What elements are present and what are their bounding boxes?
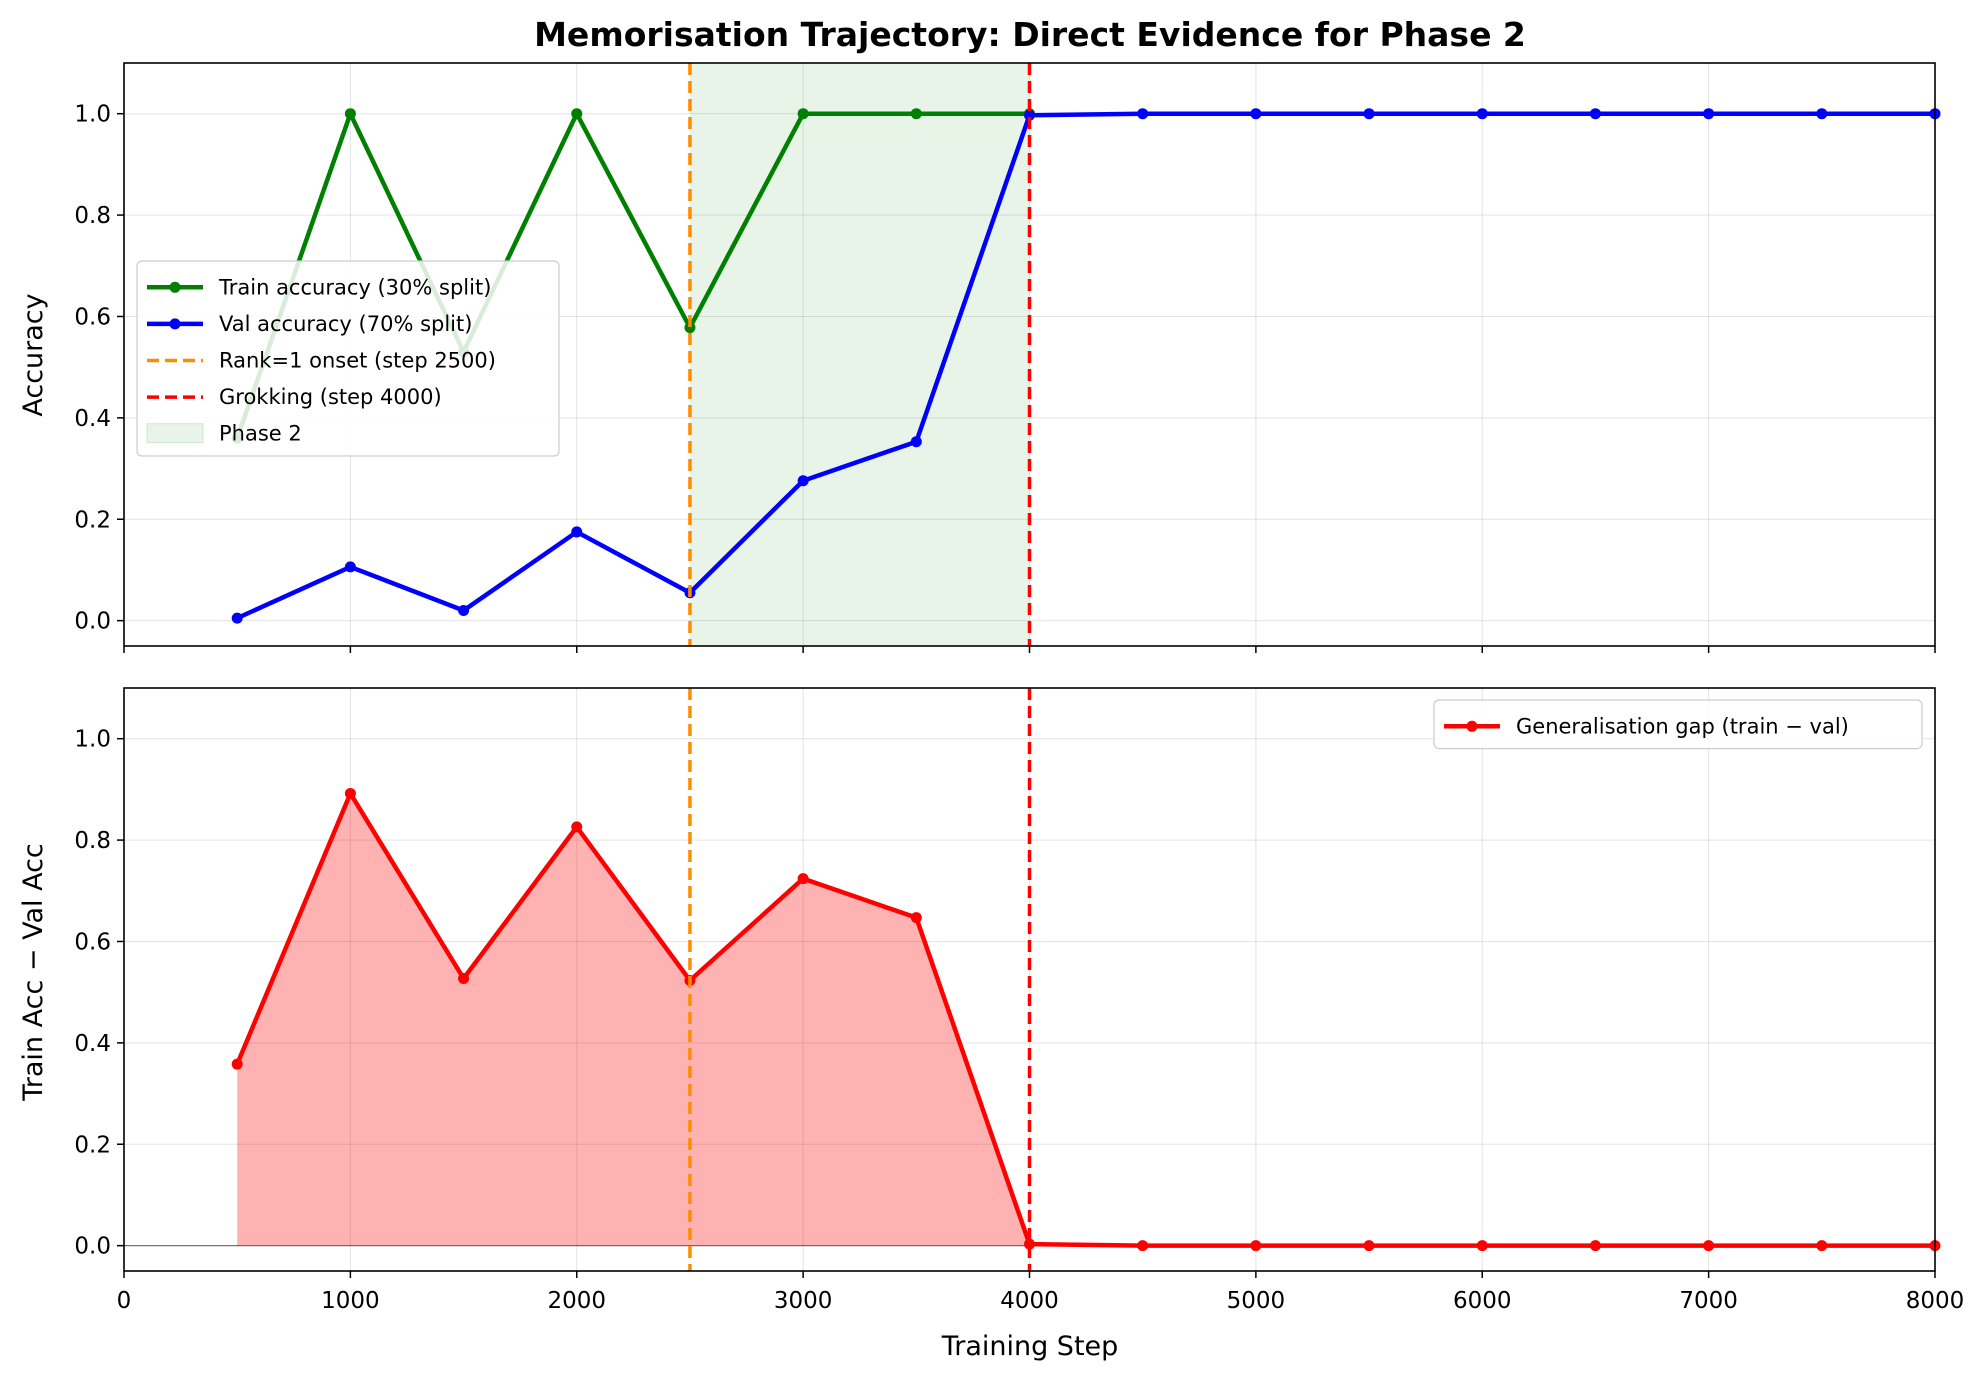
series-line-1 (236, 111, 1935, 621)
x-tick-label: 8000 (1906, 1288, 1965, 1314)
x-tick-label: 7000 (1679, 1288, 1738, 1314)
y-tick-label: 0.8 (74, 828, 111, 854)
data-point (571, 526, 583, 538)
y-tick-label: 0.8 (74, 203, 111, 229)
data-point (1137, 108, 1149, 120)
legend-marker (169, 281, 181, 293)
data-point (1476, 1240, 1488, 1252)
x-tick-label: 3000 (774, 1288, 833, 1314)
legend-handle (146, 423, 204, 444)
legend-label: Train accuracy (30% split) (218, 275, 491, 299)
data-point (1703, 108, 1715, 120)
legend-box (1433, 699, 1923, 750)
data-point (458, 972, 470, 984)
y-tick-label: 0.0 (74, 1234, 111, 1260)
data-point (231, 612, 243, 624)
y-tick-label: 0.2 (74, 1132, 111, 1158)
y-tick-label: 1.0 (74, 102, 111, 128)
data-point (1703, 1240, 1715, 1252)
legend-box (136, 260, 560, 457)
x-tick-label: 5000 (1227, 1288, 1286, 1314)
chart-title: Memorisation Trajectory: Direct Evidence… (534, 15, 1526, 54)
y-tick-label: 0.0 (74, 609, 111, 635)
y-tick-label: 0.6 (74, 929, 111, 955)
phase-2-region (689, 63, 1030, 646)
y-tick-label: 0.6 (74, 304, 111, 330)
data-point (910, 436, 922, 448)
x-axis-label: Training Step (941, 1331, 1119, 1362)
y-tick-label: 0.4 (74, 1031, 111, 1057)
y-tick-label: 0.4 (74, 406, 111, 432)
data-point (910, 912, 922, 924)
x-tick-label: 4000 (1000, 1288, 1059, 1314)
legend-label: Val accuracy (70% split) (219, 312, 472, 336)
series-line-0 (235, 791, 1935, 1248)
data-point (1137, 1240, 1149, 1252)
data-point (1024, 1238, 1035, 1250)
legend-marker (169, 318, 181, 330)
y-tick-label: 0.2 (74, 507, 111, 533)
data-point (1589, 108, 1601, 120)
data-point (684, 322, 696, 334)
data-point (458, 605, 470, 617)
bottom-panel: 0.0 0.2 0.4 0.6 0.8 1.0 0 1000 2000 3000 4000 5000 6… (74, 687, 1965, 1314)
gap-area-fill (237, 793, 1935, 1246)
data-point (1250, 108, 1262, 120)
x-tick-label: 6000 (1453, 1288, 1512, 1314)
legend-marker (1466, 720, 1478, 732)
bottom-y-axis-label: Train Acc − Val Acc (18, 843, 49, 1102)
top-panel: 0.0 0.2 0.4 0.6 0.8 1.0 Train accuracy (30% sp… (74, 62, 1941, 653)
data-point (1363, 108, 1375, 120)
legend-label: Rank=1 onset (step 2500) (219, 349, 496, 373)
top-y-axis-label: Accuracy (18, 293, 49, 416)
legend-label: Grokking (step 4000) (219, 385, 442, 409)
series-line-0 (235, 111, 1030, 439)
data-point (571, 821, 583, 833)
x-tick-label: 2000 (547, 1288, 606, 1314)
data-point (1024, 109, 1035, 121)
data-point (1250, 1240, 1262, 1252)
data-point (344, 561, 356, 573)
data-point (910, 108, 922, 120)
x-tick-label: 1000 (321, 1288, 380, 1314)
data-point (1476, 108, 1488, 120)
data-point (797, 873, 809, 885)
data-point (571, 108, 583, 120)
x-tick-label: 0 (117, 1288, 132, 1314)
data-point (1589, 1240, 1601, 1252)
data-point (1363, 1240, 1375, 1252)
data-point (344, 108, 356, 120)
legend-label: Phase 2 (219, 422, 302, 446)
data-point (1816, 1240, 1828, 1252)
legend-label: Generalisation gap (train − val) (1516, 714, 1849, 738)
data-point (344, 787, 356, 799)
y-tick-label: 1.0 (74, 727, 111, 753)
data-point (231, 1058, 243, 1070)
data-point (1816, 108, 1828, 120)
data-point (797, 108, 809, 120)
data-point (797, 475, 809, 487)
